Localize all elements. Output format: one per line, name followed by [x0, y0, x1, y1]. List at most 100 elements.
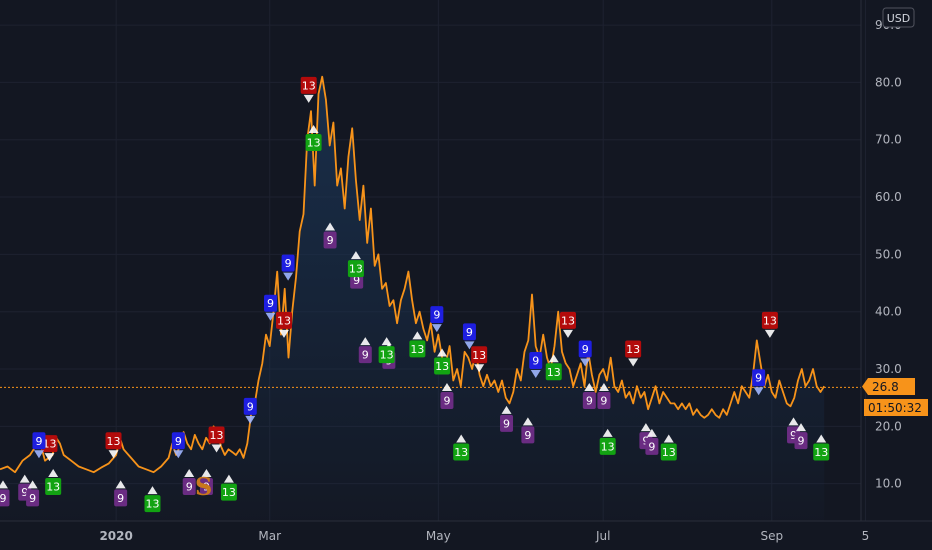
marker-count: 9 [21, 486, 28, 499]
marker-arrow-icon [788, 417, 799, 426]
marker-box [578, 340, 592, 358]
marker-box [434, 357, 451, 375]
marker-box [813, 443, 830, 461]
marker-count: 13 [380, 349, 394, 362]
marker-arrow-icon [19, 474, 30, 483]
marker-count: 9 [466, 326, 473, 339]
signal-marker-purple9: 9 [440, 382, 454, 409]
marker-count: 13 [626, 343, 640, 356]
marker-box [559, 311, 576, 329]
marker-arrow-icon [628, 358, 639, 367]
y-tick-label: 50.0 [875, 247, 902, 261]
marker-count: 9 [267, 297, 274, 310]
marker-box [529, 352, 543, 370]
marker-arrow-icon [464, 341, 475, 350]
signal-marker-purple9: 9 [521, 417, 535, 444]
y-tick-label: 60.0 [875, 190, 902, 204]
countdown-label: 01:50:32 [868, 401, 922, 415]
signal-marker-purple9: 9 [114, 480, 128, 507]
signal-marker-blue9: 9 [243, 397, 257, 424]
marker-count: 9 [755, 372, 762, 385]
marker-box [462, 323, 476, 341]
signal-marker-green13: 13 [434, 348, 451, 375]
signal-marker-green13: 13 [45, 468, 62, 495]
currency-label: USD [887, 12, 911, 25]
signal-marker-red13: 13 [625, 340, 642, 367]
marker-arrow-icon [753, 387, 764, 396]
marker-arrow-icon [562, 329, 573, 338]
x-tick-label: 2020 [99, 529, 132, 543]
marker-count: 9 [582, 343, 589, 356]
marker-box [761, 311, 778, 329]
x-tick-label: Mar [258, 529, 281, 543]
marker-box [545, 363, 562, 381]
marker-count: 9 [586, 394, 593, 407]
signal-marker-green13: 13 [220, 474, 237, 501]
marker-count: 13 [662, 446, 676, 459]
marker-count: 13 [210, 429, 224, 442]
marker-count: 9 [0, 492, 6, 505]
marker-arrow-icon [44, 453, 55, 462]
marker-arrow-icon [184, 468, 195, 477]
marker-box [794, 432, 808, 450]
marker-count: 9 [203, 480, 210, 493]
marker-box [263, 294, 277, 312]
signal-marker-green13: 13 [305, 124, 322, 151]
signal-marker-purple9: 9 [323, 222, 337, 249]
marker-box [430, 306, 444, 324]
signal-marker-green13: 13 [453, 434, 470, 461]
signal-marker-green13: 13 [813, 434, 830, 461]
signal-marker-green13: 13 [347, 251, 364, 278]
marker-count: 9 [524, 429, 531, 442]
marker-count: 9 [29, 492, 36, 505]
marker-box [358, 346, 372, 364]
marker-arrow-icon [325, 222, 336, 231]
marker-arrow-icon [0, 480, 8, 489]
marker-arrow-icon [265, 312, 276, 321]
signal-marker-purple9: 9 [597, 382, 611, 409]
marker-count: 13 [472, 349, 486, 362]
currency-button[interactable]: USD [882, 7, 915, 28]
signal-marker-purple9: 9 [182, 468, 196, 495]
marker-count: 13 [814, 446, 828, 459]
signal-marker-blue9: 9 [430, 306, 444, 333]
marker-box [599, 437, 616, 455]
marker-box [597, 391, 611, 409]
marker-count: 13 [46, 480, 60, 493]
marker-count: 13 [307, 136, 321, 149]
marker-count: 9 [798, 435, 805, 448]
countdown-bg [864, 399, 928, 416]
signal-marker-green13: 13 [545, 354, 562, 381]
marker-count: 13 [349, 263, 363, 276]
marker-count: 13 [145, 498, 159, 511]
y-tick-label: 80.0 [875, 75, 902, 89]
marker-arrow-icon [530, 370, 541, 379]
signal-marker-purple9: 9 [26, 480, 40, 507]
marker-box [171, 432, 185, 450]
marker-box [521, 426, 535, 444]
signal-marker-blue9: 9 [529, 352, 543, 379]
marker-count: 9 [532, 355, 539, 368]
marker-count: 9 [503, 417, 510, 430]
marker-arrow-icon [278, 329, 289, 338]
marker-box [409, 340, 426, 358]
marker-box [26, 489, 40, 507]
marker-box [323, 231, 337, 249]
y-tick-label: 10.0 [875, 477, 902, 491]
signal-marker-blue9: 9 [462, 323, 476, 350]
marker-arrow-icon [598, 382, 609, 391]
y-tick-label: 70.0 [875, 133, 902, 147]
marker-arrow-icon [602, 428, 613, 437]
marker-count: 13 [410, 343, 424, 356]
signal-marker-purple9: 9 [582, 382, 596, 409]
marker-box [144, 495, 161, 513]
signal-marker-green13: 13 [378, 337, 395, 364]
marker-box [440, 391, 454, 409]
marker-arrow-icon [412, 331, 423, 340]
price-label-value: 26.8 [872, 380, 899, 394]
watermark-letter: S [195, 472, 212, 501]
marker-count: 9 [117, 492, 124, 505]
